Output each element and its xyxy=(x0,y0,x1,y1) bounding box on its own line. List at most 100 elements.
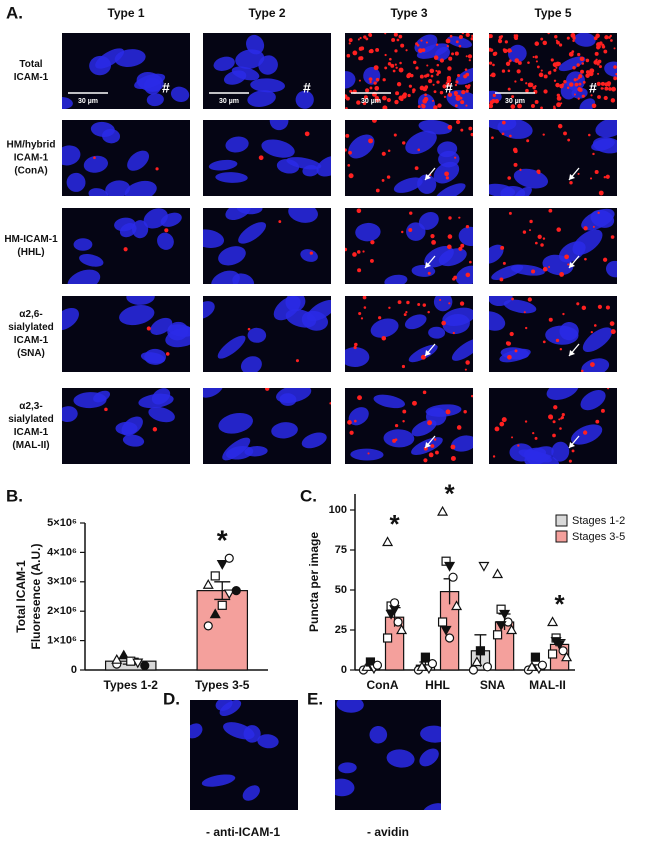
puncta xyxy=(458,34,463,40)
puncta xyxy=(369,80,372,84)
puncta xyxy=(396,38,400,42)
puncta xyxy=(597,95,601,99)
nucleus xyxy=(208,159,238,171)
data-point xyxy=(126,656,136,666)
row-label: ICAM-1 xyxy=(14,427,49,438)
micrograph xyxy=(489,120,617,196)
micrograph xyxy=(203,120,331,196)
puncta xyxy=(258,155,264,161)
puncta xyxy=(457,73,461,77)
puncta xyxy=(395,66,398,69)
nucleus xyxy=(606,260,617,278)
puncta xyxy=(514,80,517,83)
y-tick-label: 25 xyxy=(335,624,347,636)
data-point xyxy=(506,624,518,635)
cells xyxy=(203,388,331,461)
nucleus xyxy=(271,422,298,439)
puncta xyxy=(553,106,556,109)
puncta xyxy=(501,132,505,136)
puncta xyxy=(431,99,435,102)
nucleus xyxy=(143,208,168,229)
puncta xyxy=(489,61,493,65)
hash-mark: # xyxy=(162,80,170,96)
data-point xyxy=(382,633,393,643)
puncta xyxy=(540,37,544,41)
nucleus xyxy=(524,446,554,464)
data-point xyxy=(547,649,558,659)
nucleus xyxy=(571,424,603,445)
puncta xyxy=(594,51,599,56)
nucleus xyxy=(165,326,190,348)
puncta xyxy=(581,305,587,311)
hash-mark: # xyxy=(445,80,453,96)
puncta xyxy=(464,368,467,371)
puncta xyxy=(542,133,545,136)
puncta xyxy=(517,61,522,65)
row-label: (MAL-II) xyxy=(12,440,49,451)
puncta xyxy=(382,78,386,82)
puncta xyxy=(507,354,512,360)
puncta xyxy=(384,33,387,35)
puncta xyxy=(359,36,362,40)
puncta xyxy=(368,33,372,37)
puncta xyxy=(593,324,597,327)
nucleus xyxy=(348,407,369,426)
puncta xyxy=(514,58,520,63)
puncta xyxy=(580,369,584,372)
puncta xyxy=(165,352,170,356)
nucleus xyxy=(546,388,579,400)
puncta xyxy=(526,139,530,143)
puncta xyxy=(446,44,449,48)
hash-mark: # xyxy=(589,80,597,96)
nucleus xyxy=(451,435,473,452)
puncta xyxy=(492,63,495,67)
cells xyxy=(62,48,190,109)
puncta xyxy=(576,78,579,81)
puncta xyxy=(557,123,563,129)
legend-swatch xyxy=(555,530,568,543)
micrograph xyxy=(203,33,331,109)
puncta xyxy=(583,226,588,231)
puncta xyxy=(613,47,616,50)
puncta xyxy=(435,43,439,46)
puncta xyxy=(152,427,158,432)
puncta xyxy=(602,257,608,262)
puncta xyxy=(491,136,494,140)
puncta xyxy=(569,181,573,185)
legend-label: Stages 3-5 xyxy=(572,531,625,543)
puncta xyxy=(550,58,554,62)
cells xyxy=(345,120,473,196)
puncta xyxy=(572,65,576,70)
puncta xyxy=(543,74,548,79)
puncta xyxy=(610,235,615,239)
row-label: Total xyxy=(19,59,42,70)
nucleus xyxy=(223,70,247,85)
puncta xyxy=(393,133,397,137)
micrograph xyxy=(345,120,473,196)
cells xyxy=(67,208,182,284)
puncta xyxy=(422,98,428,104)
puncta xyxy=(356,208,362,214)
puncta xyxy=(417,105,421,108)
puncta xyxy=(598,65,602,69)
data-point xyxy=(558,646,568,656)
puncta xyxy=(548,265,551,268)
puncta xyxy=(590,330,593,334)
nucleus xyxy=(218,412,253,434)
puncta xyxy=(490,72,496,78)
nucleus xyxy=(435,183,466,196)
nucleus xyxy=(442,307,473,326)
puncta xyxy=(584,257,587,261)
puncta xyxy=(505,61,511,66)
data-point xyxy=(437,505,449,516)
puncta xyxy=(566,36,570,40)
puncta xyxy=(548,317,553,322)
puncta xyxy=(381,151,386,156)
puncta xyxy=(423,458,428,463)
nucleus xyxy=(62,145,81,166)
nucleus xyxy=(580,390,606,411)
cells xyxy=(347,390,473,463)
data-point xyxy=(385,609,397,620)
puncta xyxy=(604,86,609,91)
image-bg xyxy=(489,33,617,109)
